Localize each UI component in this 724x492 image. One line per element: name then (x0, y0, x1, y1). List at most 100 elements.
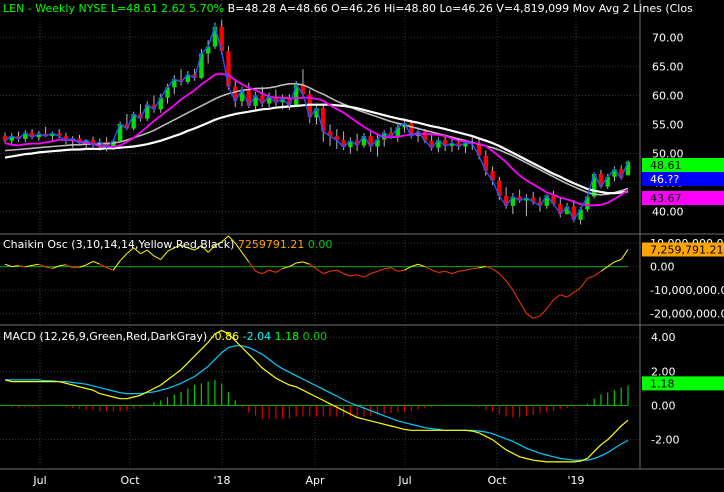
candle-body (341, 140, 346, 148)
chaikin-oscillator (0, 235, 629, 319)
chaikin-segment (228, 235, 236, 244)
chaikin-segment (505, 280, 514, 291)
candle-body (544, 195, 549, 206)
chaikin-segment (201, 245, 209, 253)
chaikin-segment (343, 273, 351, 277)
price-tag-blue: 46.?? (650, 173, 679, 186)
candle-body (226, 51, 231, 87)
chaikin-segment (404, 266, 412, 271)
chaikin-segment (174, 244, 182, 249)
chaikin-segment (309, 263, 317, 270)
chaikin-segment (329, 269, 337, 272)
chaikin-segment (424, 266, 432, 271)
candle-body (368, 136, 373, 147)
candle-body (530, 197, 536, 202)
candle-body (145, 104, 150, 119)
candle-body (517, 196, 522, 201)
chaikin-segment (133, 247, 141, 255)
candle-body (375, 139, 380, 147)
chaikin-segment (268, 269, 277, 273)
chaikin-segment (119, 253, 128, 262)
candle-body (510, 196, 516, 206)
moving-average-white (4, 103, 629, 195)
candle-body (36, 133, 42, 138)
candle-body (56, 133, 62, 137)
macd-axis: 4.00 2.00 0.00 -2.00 (651, 331, 679, 446)
chaikin-segment (32, 263, 39, 266)
candle-body (104, 141, 109, 148)
candle-body (246, 89, 251, 106)
header-part: 7259791.21 (238, 238, 304, 251)
candle-body (314, 108, 319, 118)
chaikin-segment (126, 247, 134, 255)
candle-body (483, 155, 488, 171)
candle-body (205, 46, 211, 54)
chaikin-segment (262, 269, 270, 275)
candle-body (585, 196, 590, 210)
chaikin-segment (614, 259, 622, 263)
chaikin-segment (465, 268, 473, 271)
candle-body (625, 161, 631, 176)
candle-body (578, 209, 583, 220)
chaikin-segment (444, 270, 453, 275)
candle-body (327, 131, 333, 137)
moving-average-gray (4, 83, 629, 196)
candle-body (429, 140, 434, 148)
macd-tick-label: 0.00 (651, 400, 676, 413)
x-tick-label: Oct (120, 474, 140, 487)
candle-body (321, 108, 326, 132)
chaikin-segment (512, 289, 521, 303)
candle-body (260, 95, 265, 104)
candle-body (612, 169, 617, 177)
chaikin-tag: 7,259,791.21 (650, 243, 723, 256)
candle-body (307, 94, 312, 118)
candle-body (503, 195, 509, 206)
chaikin-segment (411, 263, 419, 268)
chaikin-segment (363, 273, 371, 278)
price-tag-blue-bg (642, 172, 724, 186)
candle-body (571, 206, 577, 220)
x-tick-label: Jul (397, 474, 411, 487)
chaikin-segment (546, 299, 554, 310)
chaikin-segment (620, 249, 629, 260)
chaikin-segment (519, 301, 527, 314)
chaikin-tick-label: -20,000,000.00 (650, 308, 724, 321)
chaikin-segment (241, 252, 250, 263)
header-part: -2.04 (239, 330, 271, 343)
header-part: 0.00 (299, 330, 327, 343)
chaikin-segment (316, 268, 324, 275)
chaikin-segment (560, 294, 568, 298)
candle-body (409, 123, 414, 137)
chaikin-segment (59, 264, 67, 267)
candle-body (591, 173, 597, 197)
candle-body (354, 140, 360, 146)
candle-body (199, 53, 204, 78)
chaikin-segment (458, 269, 466, 272)
chaikin-segment (153, 255, 161, 260)
chaikin-segment (79, 264, 87, 268)
chaikin-segment (255, 270, 263, 275)
chaikin-segment (370, 270, 378, 275)
x-tick-label: '18 (213, 474, 230, 487)
chaikin-segment (187, 247, 195, 251)
price-tag-last-bg (642, 158, 724, 172)
candle-body (300, 84, 306, 95)
candle-body (158, 97, 163, 110)
chaikin-segment (451, 270, 459, 275)
macd-line (4, 329, 629, 463)
candle-body (463, 142, 468, 147)
candle-body (293, 84, 299, 106)
chaikin-segment (214, 241, 222, 246)
moving-average-magenta (4, 72, 629, 207)
candle-body (280, 98, 285, 103)
candle-body (151, 104, 157, 110)
close-line-blue (4, 24, 629, 222)
chaikin-segment (356, 274, 365, 278)
candle-body (273, 96, 279, 103)
candle-body (564, 206, 570, 214)
chaikin-segment (86, 260, 94, 266)
chaikin-segment (167, 247, 175, 252)
candle-body (16, 136, 21, 139)
